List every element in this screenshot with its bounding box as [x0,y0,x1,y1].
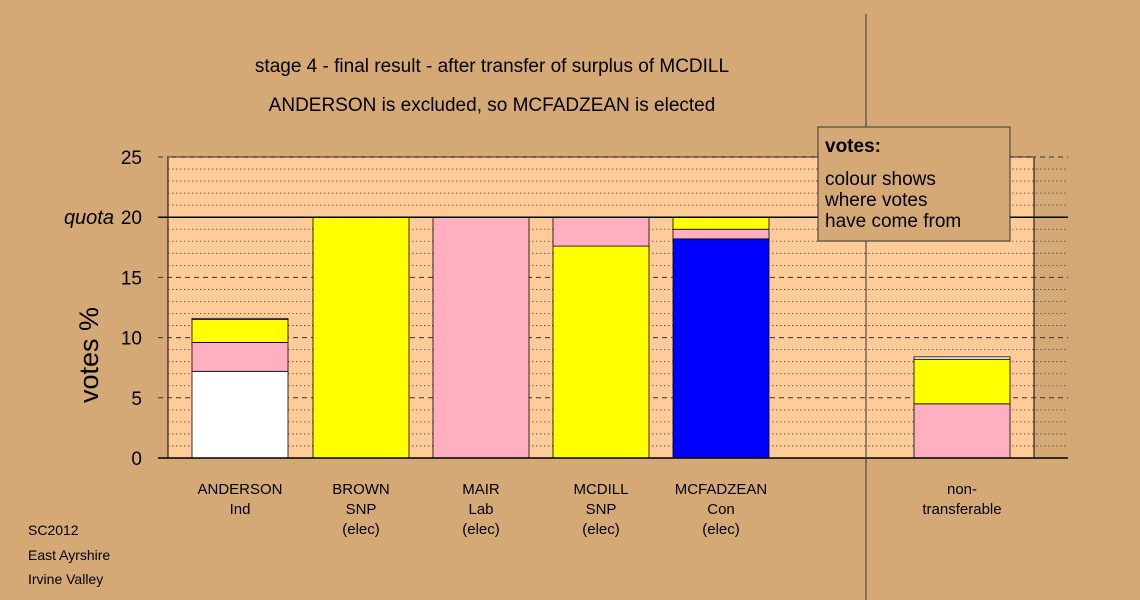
y-tick-label: 20 [121,208,142,229]
category-label: SNP [346,501,377,518]
y-tick-label: 10 [121,329,142,350]
category-label: (elec) [582,521,620,538]
legend-title: votes: [825,136,881,157]
category-label: Ind [230,501,251,518]
category-label: ANDERSON [197,481,282,498]
y-axis-label: votes % [74,307,104,403]
quota-label: quota [64,207,114,229]
category-label: Con [707,501,735,518]
category-label: (elec) [342,521,380,538]
bar-segment [913,358,1011,405]
bar-segment [312,216,410,459]
legend: votes: colour shows where votes have com… [817,126,1011,242]
category-label: (elec) [462,521,500,538]
y-tick-label: 5 [131,389,142,410]
bar-segment [672,228,770,240]
chart-title: stage 4 - final result - after transfer … [255,56,729,77]
category-labels: ANDERSON Ind BROWN SNP (elec) MAIR Lab (elec) MC… [197,481,1001,538]
bars [191,216,1011,459]
bar-segment [672,238,770,459]
footer-line-1: SC2012 [28,522,79,538]
bar-segment [432,216,530,459]
y-axis-ticks: 0 5 10 15 20 25 [121,148,142,470]
bar-segment [913,356,1011,360]
bar-segment [191,342,289,372]
bar-segment [191,319,289,343]
legend-line-1: colour shows [825,169,936,190]
category-label: SNP [586,501,617,518]
category-label: transferable [922,501,1001,518]
footer-line-2: East Ayrshire [28,547,110,563]
category-label: non- [947,481,977,498]
category-label: MCFADZEAN [675,481,768,498]
category-label: MCDILL [573,481,628,498]
category-label: Lab [468,501,493,518]
category-label: MAIR [462,481,500,498]
bar-segment [672,216,770,230]
bar-segment [191,370,289,459]
bar-segment [191,317,289,320]
legend-box [817,126,1011,242]
category-label: BROWN [332,481,390,498]
bar-segment [913,403,1011,459]
legend-line-2: where votes [824,190,927,211]
category-label: (elec) [702,521,740,538]
footer-line-3: Irvine Valley [28,571,103,587]
bar-segment [552,216,650,247]
y-tick-label: 25 [121,148,142,169]
y-tick-label: 15 [121,268,142,289]
y-tick-label: 0 [131,449,142,470]
bar-segment [552,245,650,459]
chart-subtitle: ANDERSON is excluded, so MCFADZEAN is el… [269,95,716,116]
legend-line-3: have come from [825,211,961,232]
